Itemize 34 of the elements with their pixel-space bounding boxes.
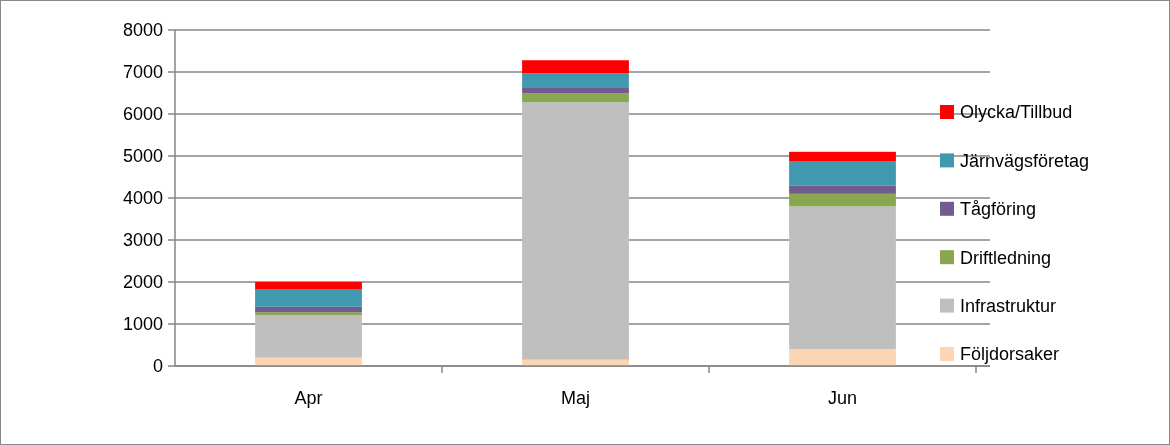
bar (789, 185, 896, 194)
y-tick-label: 7000 (122, 62, 163, 83)
legend-label: Följdorsaker (960, 344, 1060, 365)
bar (255, 289, 362, 307)
bar (255, 306, 362, 313)
bar (789, 151, 896, 162)
legend-label: Järnvägsföretag (960, 150, 1090, 171)
bar (522, 93, 629, 103)
y-tick-label: 6000 (122, 104, 163, 125)
bar (789, 206, 896, 350)
bar (255, 282, 362, 290)
y-tick-label: 5000 (122, 146, 163, 167)
legend-label: Olycka/Tillbud (960, 102, 1073, 123)
x-tick-label: Maj (560, 388, 591, 408)
legend-label: Driftledning (960, 247, 1052, 268)
bar (522, 60, 629, 74)
bar (522, 102, 629, 360)
bar (522, 87, 629, 94)
y-tick-label: 0 (152, 356, 163, 377)
y-tick-label: 1000 (122, 314, 163, 335)
bar (789, 349, 896, 366)
bar (789, 193, 896, 207)
bar (522, 73, 629, 88)
x-tick-label: Jun (827, 388, 858, 408)
y-tick-label: 2000 (122, 272, 163, 293)
bar (789, 161, 896, 186)
y-tick-label: 8000 (122, 20, 163, 41)
bar (255, 312, 362, 316)
y-tick-label: 3000 (122, 230, 163, 251)
legend-label: Tågföring (960, 199, 1037, 220)
x-tick-label: Apr (294, 388, 323, 408)
bar (255, 315, 362, 358)
legend-label: Infrastruktur (960, 295, 1057, 316)
y-tick-label: 4000 (122, 188, 163, 209)
